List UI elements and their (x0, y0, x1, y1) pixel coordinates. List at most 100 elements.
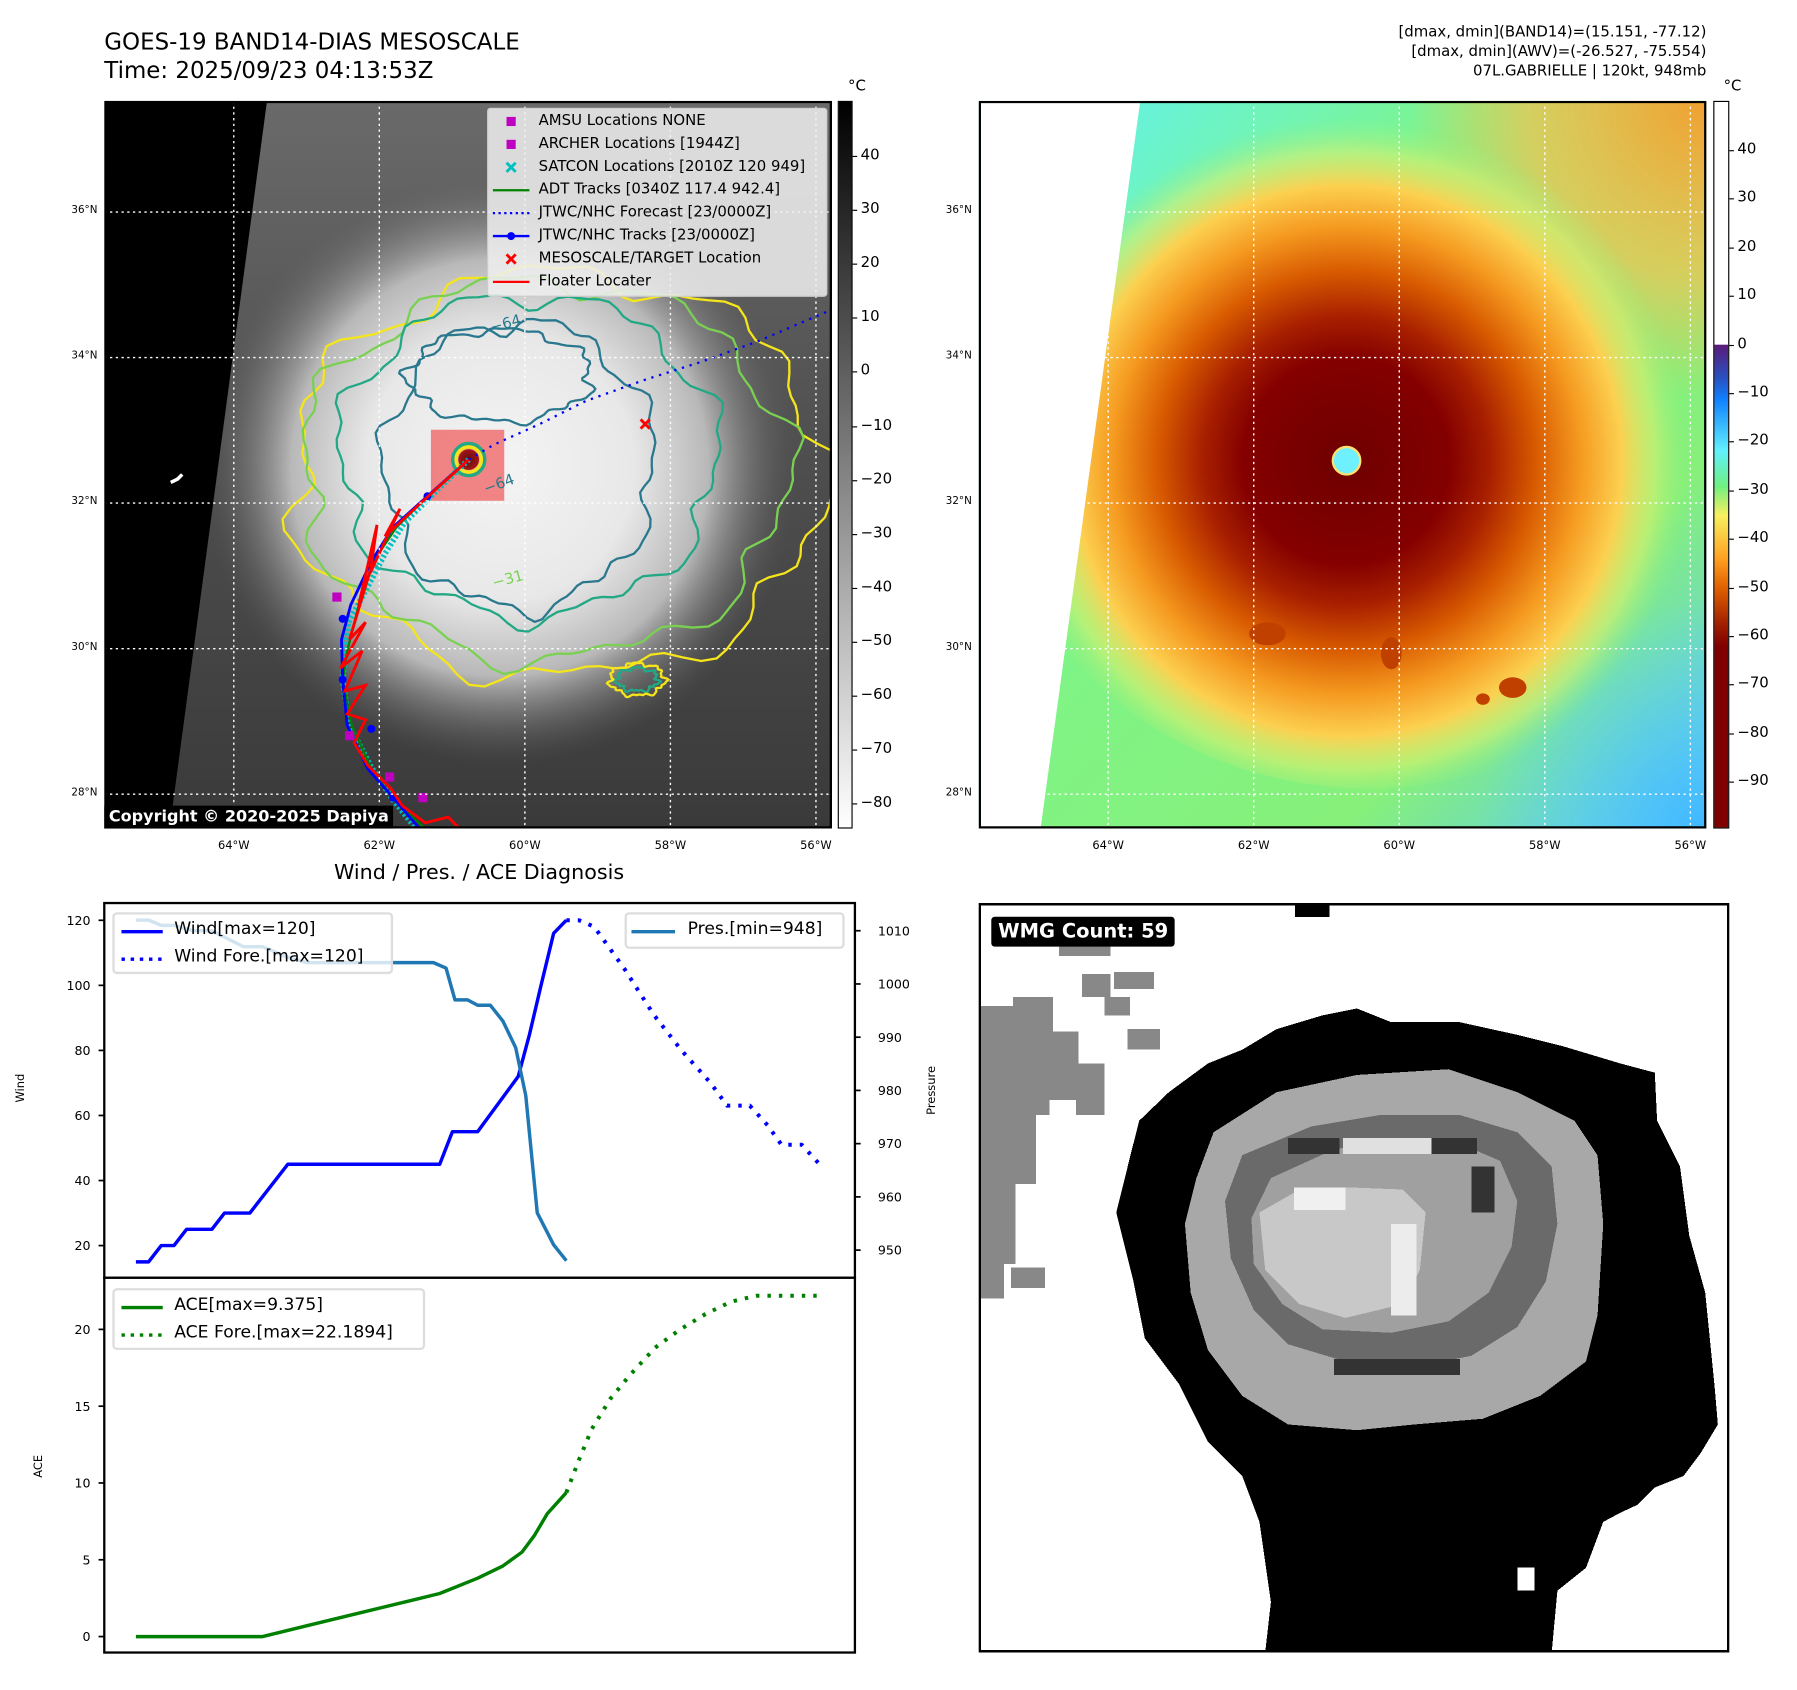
colorbar-tick (1729, 198, 1734, 200)
colorbar-tick (852, 641, 858, 643)
contour-line (605, 661, 670, 699)
colorbar-tick-label: 20 (860, 254, 880, 272)
lon-label: 64°W (217, 840, 250, 853)
colorbar-tick (852, 371, 858, 373)
forecast-track (468, 308, 832, 461)
colorbar-tick-label: −30 (1737, 481, 1769, 499)
timestamp: Time: 2025/09/23 04:13:53Z (104, 56, 434, 84)
contour-line (281, 264, 832, 688)
map-legend: AMSU Locations NONE ARCHER Locations [19… (487, 107, 828, 297)
line-dot-icon (492, 232, 530, 241)
eye-contour (450, 441, 487, 478)
lon-label: 60°W (509, 840, 541, 853)
colorbar-awv (1713, 100, 1730, 829)
legend-item-forecast: JTWC/NHC Forecast [23/0000Z] (488, 202, 826, 225)
wind-tick-label: 120 (66, 913, 90, 928)
copyright-label: Copyright © 2020-2025 Dapiya (104, 805, 394, 829)
no-data-region (104, 100, 268, 829)
colorbar-tick (1729, 150, 1734, 152)
wmg-dark-pixel (1288, 1137, 1340, 1155)
colorbar-tick-label: −30 (860, 524, 893, 542)
ace-tick-label: 5 (83, 1552, 91, 1567)
colorbar-tick-label: −10 (1737, 383, 1769, 402)
wmg-gap (1517, 1567, 1535, 1591)
ace-legend: ACE[max=9.375] ACE Fore.[max=22.1894] (112, 1288, 426, 1350)
colorbar-tick-label: 10 (1737, 286, 1757, 304)
colorbar-tick (1729, 295, 1734, 298)
wmg-gray-patches (980, 937, 1160, 1299)
wmg-black-patch (1294, 903, 1330, 917)
colorbar-tick (1729, 247, 1734, 249)
band14-stats: [dmax, dmin](BAND14)=(15.151, -77.12) (1398, 24, 1707, 42)
diagnosis-title: Wind / Pres. / ACE Diagnosis (333, 860, 625, 885)
no-data-region (978, 100, 1141, 829)
colorbar-tick (852, 425, 858, 427)
colorbar-tick-label: −20 (860, 470, 893, 488)
wmg-panel (978, 903, 1730, 1653)
colorbar-tick-label: 40 (860, 146, 880, 164)
legend-item-adt: ADT Tracks [0340Z 117.4 942.4] (488, 179, 826, 202)
island (169, 473, 184, 485)
pressure-tick-label: 960 (878, 1189, 902, 1204)
colorbar-tick (852, 695, 858, 697)
colorbar-tick (852, 803, 858, 805)
lat-label: 34°N (945, 350, 972, 363)
colorbar-tick-label: 0 (1737, 335, 1747, 353)
colorbar-tick-label: −40 (1737, 529, 1769, 547)
archer-points (332, 592, 428, 803)
lat-label: 34°N (71, 350, 98, 363)
pressure-legend: Pres.[min=948] (624, 912, 845, 949)
wind-tick-label: 40 (75, 1173, 91, 1188)
colorbar-tick (1729, 538, 1734, 540)
colorbar-tick-label: −70 (860, 740, 893, 758)
wind-tick-label: 100 (66, 978, 90, 993)
figure-title: GOES-19 BAND14-DIAS MESOSCALE (104, 27, 520, 56)
colorbar-tick (1729, 781, 1734, 783)
lat-label: 36°N (945, 205, 972, 217)
colorbar-tick-label: −60 (1737, 626, 1769, 645)
contour-line (334, 293, 724, 633)
x-marker-icon (505, 253, 517, 265)
wind-tick-label: 80 (75, 1043, 91, 1058)
wind-axis-label: Wind (14, 1073, 28, 1103)
pressure-axis-label: Pressure (925, 1065, 939, 1115)
dotted-line-icon (492, 212, 530, 215)
wind-legend: Wind[max=120] Wind Fore.[max=120] (112, 912, 394, 975)
colorbar-tick-label: 40 (1737, 140, 1757, 159)
colorbar-tick-label: 0 (860, 362, 871, 380)
colorbar-tick-label: −80 (1737, 724, 1769, 742)
colorbar-awv-unit: °C (1723, 77, 1742, 96)
solid-line-icon (631, 929, 675, 934)
wmg-frame (978, 903, 1730, 1653)
colorbar-tick-label: 10 (860, 308, 880, 326)
wmg-dark-pixel (1431, 1137, 1478, 1155)
line-marker-icon (492, 189, 530, 192)
storm-core (990, 100, 1707, 789)
series-wind (135, 919, 568, 1264)
floater-track (339, 458, 470, 829)
colorbar-tick (852, 479, 858, 481)
awv-stats: [dmax, dmin](AWV)=(-26.527, -75.554) (1411, 43, 1707, 61)
stats-info: [dmax, dmin](BAND14)=(15.151, -77.12) [d… (1398, 23, 1706, 81)
x-marker-icon (505, 161, 517, 173)
colorbar-tick (1729, 393, 1734, 395)
colorbar-ir (837, 100, 853, 829)
mesoscale-target-marker (639, 418, 651, 430)
wmg-dark-pixel (1333, 1359, 1461, 1376)
colorbar-tick (1729, 344, 1734, 346)
legend-item-amsu: AMSU Locations NONE (488, 110, 826, 133)
colorbar-tick (852, 533, 858, 535)
pressure-tick-label: 970 (878, 1136, 902, 1151)
colorbar-tick-label: −50 (860, 632, 893, 650)
lon-label: 58°W (1528, 840, 1561, 853)
legend-pres: Pres.[min=948] (687, 917, 823, 939)
wind-tick-label: 60 (75, 1108, 91, 1123)
pressure-tick-label: 1010 (878, 923, 910, 938)
contour-line (374, 317, 657, 624)
lon-label: 62°W (363, 840, 396, 853)
pressure-tick-label: 990 (878, 1030, 902, 1045)
ace-tick-label: 0 (83, 1629, 91, 1644)
contour-line (397, 327, 597, 427)
colorbar-tick-label: −70 (1737, 675, 1769, 693)
colorbar-tick-label: 30 (860, 200, 880, 218)
